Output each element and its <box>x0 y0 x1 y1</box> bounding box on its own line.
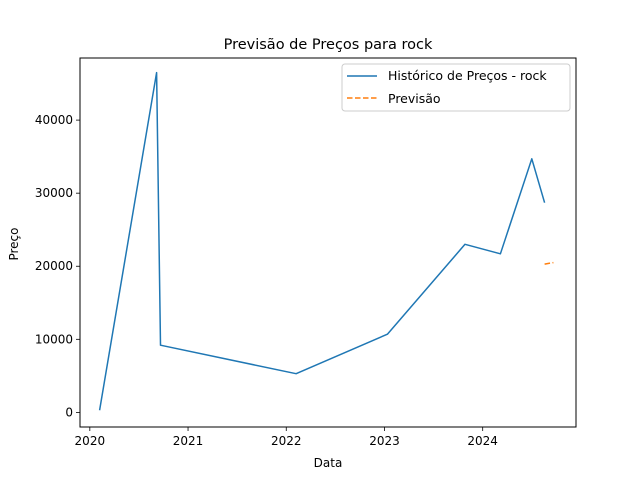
y-tick-label: 10000 <box>35 332 73 346</box>
chart-title: Previsão de Preços para rock <box>224 37 433 53</box>
legend-box <box>341 63 571 112</box>
legend: Histórico de Preços - rock Previsão <box>341 63 571 112</box>
x-tick-label: 2023 <box>369 434 400 448</box>
y-tick-label: 20000 <box>35 259 73 273</box>
x-tick-label: 2022 <box>271 434 302 448</box>
series-line-0 <box>98 71 546 411</box>
x-tick-label: 2021 <box>173 434 204 448</box>
y-axis-label: Preço <box>7 227 21 260</box>
plot-lines <box>98 71 554 411</box>
y-tick-label: 30000 <box>35 186 73 200</box>
x-ticks: 2020 2021 2022 2023 2024 <box>75 427 498 448</box>
y-ticks: 0 10000 20000 30000 40000 <box>35 113 80 419</box>
y-tick-label: 40000 <box>35 113 73 127</box>
x-axis-label: Data <box>314 456 343 470</box>
x-tick-label: 2020 <box>75 434 106 448</box>
legend-label-historico: Histórico de Preços - rock <box>388 68 547 83</box>
legend-label-previsao: Previsão <box>388 91 441 106</box>
y-tick-label: 0 <box>65 405 73 419</box>
plot-frame <box>79 57 577 428</box>
series-line-1 <box>544 261 554 265</box>
x-tick-label: 2024 <box>467 434 498 448</box>
